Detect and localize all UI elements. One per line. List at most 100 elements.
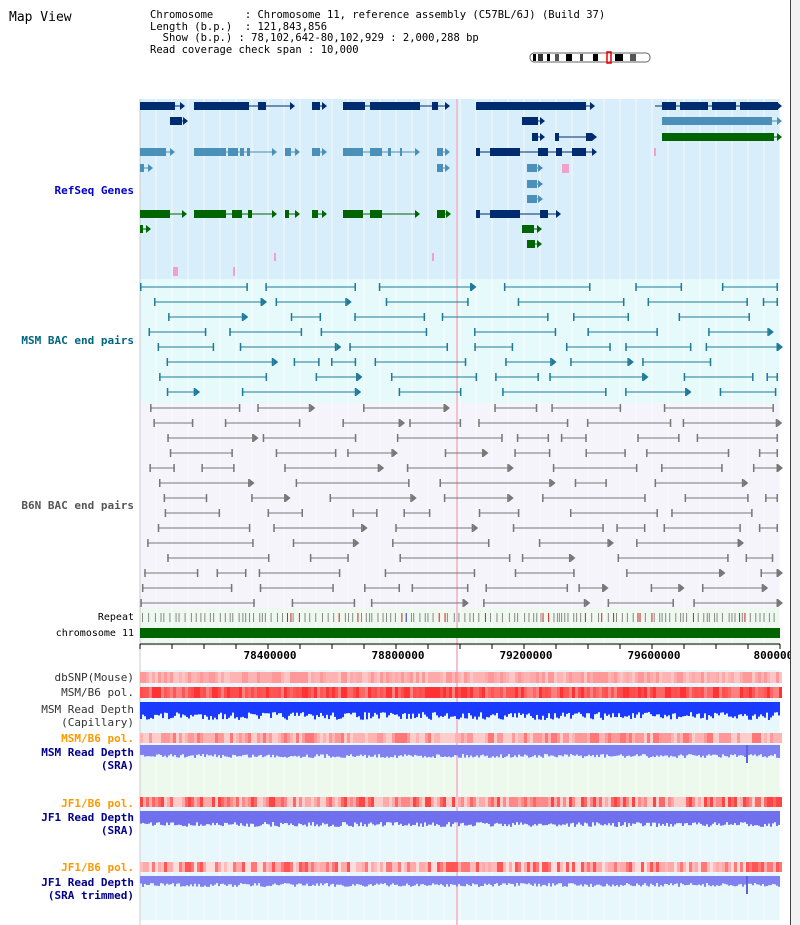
jf1-depth-bar [276, 811, 278, 827]
msm-capillary-depth-bar [756, 702, 758, 719]
msm-pol2-cell [452, 733, 455, 743]
show-value: 78,102,642-80,102,929 : 2,000,288 bp [251, 32, 479, 45]
dbsnp-cell [224, 672, 227, 683]
ideogram-view-marker [606, 51, 612, 64]
msm-sra-depth-bar [244, 745, 246, 755]
jf1-depth-label-1[interactable]: JF1 Read Depth [41, 811, 134, 824]
msm-pol-cell [149, 687, 152, 698]
msm-capillary-depth-bar [618, 702, 620, 714]
jf1-trimmed-depth-label-1[interactable]: JF1 Read Depth [41, 876, 134, 889]
b6n-bac-end [663, 524, 666, 532]
dbsnp-cell [497, 672, 500, 683]
msm-sra-depth-bar [362, 745, 364, 757]
repeat-feature [576, 613, 578, 622]
jf1-depth-bar [756, 811, 758, 826]
msm-sra-depth-bar [570, 745, 572, 755]
msm-capillary-depth-bar [484, 702, 486, 720]
jf1-b6-pol-label[interactable]: JF1/B6 pol. [61, 797, 134, 810]
jf1-trimmed-depth-label-2: (SRA trimmed) [47, 889, 134, 902]
jf1-trimmed-depth-bar [774, 876, 776, 885]
msm-capillary-depth-bar [574, 702, 576, 714]
dbsnp-label[interactable]: dbSNP(Mouse) [54, 671, 134, 684]
b6n-bac-end [602, 524, 604, 532]
jf1-trimmed-depth-bar [666, 876, 668, 885]
jf1-pol2-cell [389, 862, 392, 872]
jf1-pol-cell [494, 797, 497, 807]
jf1-pol2-cell [602, 862, 605, 872]
dbsnp-cell [374, 672, 377, 683]
msm-capillary-depth-bar [380, 702, 382, 713]
msm-pol2-cell [314, 733, 317, 743]
msm-depth-capillary-label-1[interactable]: MSM Read Depth [41, 703, 134, 716]
jf1-trimmed-depth-bar [558, 876, 560, 884]
msm-pol2-cell [305, 733, 308, 743]
msm-bac-end [159, 373, 161, 381]
b6n-bac-end-pairs-label[interactable]: B6N BAC end pairs [21, 499, 134, 512]
dbsnp-cell [239, 672, 242, 683]
repeat-feature [347, 613, 349, 622]
msm-pol-cell [281, 687, 284, 698]
repeat-feature [686, 613, 688, 622]
msm-b6-pol-label[interactable]: MSM/B6 pol. [61, 686, 134, 699]
repeat-feature [357, 613, 359, 622]
jf1-pol2-cell [533, 862, 536, 872]
refseq-genes-label[interactable]: RefSeq Genes [54, 184, 134, 197]
msm-pol-cell [332, 687, 335, 698]
msm-capillary-depth-bar [326, 702, 328, 715]
jf1-depth-bar [488, 811, 490, 824]
jf1-trimmed-depth-bar [290, 876, 292, 885]
msm-b6-pol-label-2[interactable]: MSM/B6 pol. [61, 732, 134, 745]
msm-pol-cell [230, 687, 233, 698]
msm-pol-cell [773, 687, 776, 698]
msm-pol-cell [170, 687, 173, 698]
jf1-depth-bar [610, 811, 612, 826]
msm-bac-arrow [243, 313, 249, 321]
msm-pol2-cell [494, 733, 497, 743]
vertical-scrollbar[interactable] [791, 0, 800, 925]
jf1-b6-pol-label-2[interactable]: JF1/B6 pol. [61, 861, 134, 874]
jf1-trimmed-depth-bar [608, 876, 610, 886]
jf1-depth-bar [208, 811, 210, 825]
msm-bac-end [166, 358, 169, 366]
msm-bac-end-pairs-label[interactable]: MSM BAC end pairs [21, 334, 134, 347]
b6n-bac-arrow [379, 464, 385, 472]
jf1-trimmed-depth-bar [304, 876, 306, 886]
msm-pol2-cell [269, 733, 272, 743]
jf1-pol2-cell [527, 862, 530, 872]
msm-bac-end [318, 358, 320, 366]
jf1-depth-bar [684, 811, 686, 824]
msm-capillary-depth-bar [562, 702, 564, 713]
msm-pol-cell [608, 687, 611, 698]
msm-pol-cell [521, 687, 524, 698]
msm-pol-cell [758, 687, 761, 698]
msm-pol2-cell [683, 733, 686, 743]
dbsnp-cell [656, 672, 659, 683]
msm-capillary-depth-bar [282, 702, 284, 717]
msm-sra-depth-bar [486, 745, 488, 756]
msm-pol2-cell [761, 733, 764, 743]
jf1-pol2-cell [713, 862, 716, 872]
repeat-feature [528, 613, 530, 622]
dbsnp-cell [437, 672, 440, 683]
jf1-pol2-cell [575, 862, 578, 872]
jf1-pol2-cell [488, 862, 491, 872]
msm-pol-cell [389, 687, 392, 698]
msm-sra-depth-bar [434, 745, 436, 758]
jf1-trimmed-depth-bar [392, 876, 394, 884]
jf1-depth-bar [560, 811, 562, 826]
msm-pol-cell [509, 687, 512, 698]
msm-depth-sra-label-1[interactable]: MSM Read Depth [41, 746, 134, 759]
b6n-bac-arrow [720, 569, 726, 577]
repeat-feature [607, 613, 609, 622]
jf1-depth-bar [278, 811, 280, 827]
msm-sra-depth-bar [430, 745, 432, 758]
jf1-pol-cell [377, 797, 380, 807]
msm-pol2-cell [656, 733, 659, 743]
b6n-bac-end [443, 404, 445, 412]
jf1-pol-cell [572, 797, 575, 807]
jf1-pol2-cell [185, 862, 188, 872]
msm-sra-depth-bar [736, 745, 738, 757]
msm-capillary-depth-bar [334, 702, 336, 717]
msm-pol2-cell [176, 733, 179, 743]
